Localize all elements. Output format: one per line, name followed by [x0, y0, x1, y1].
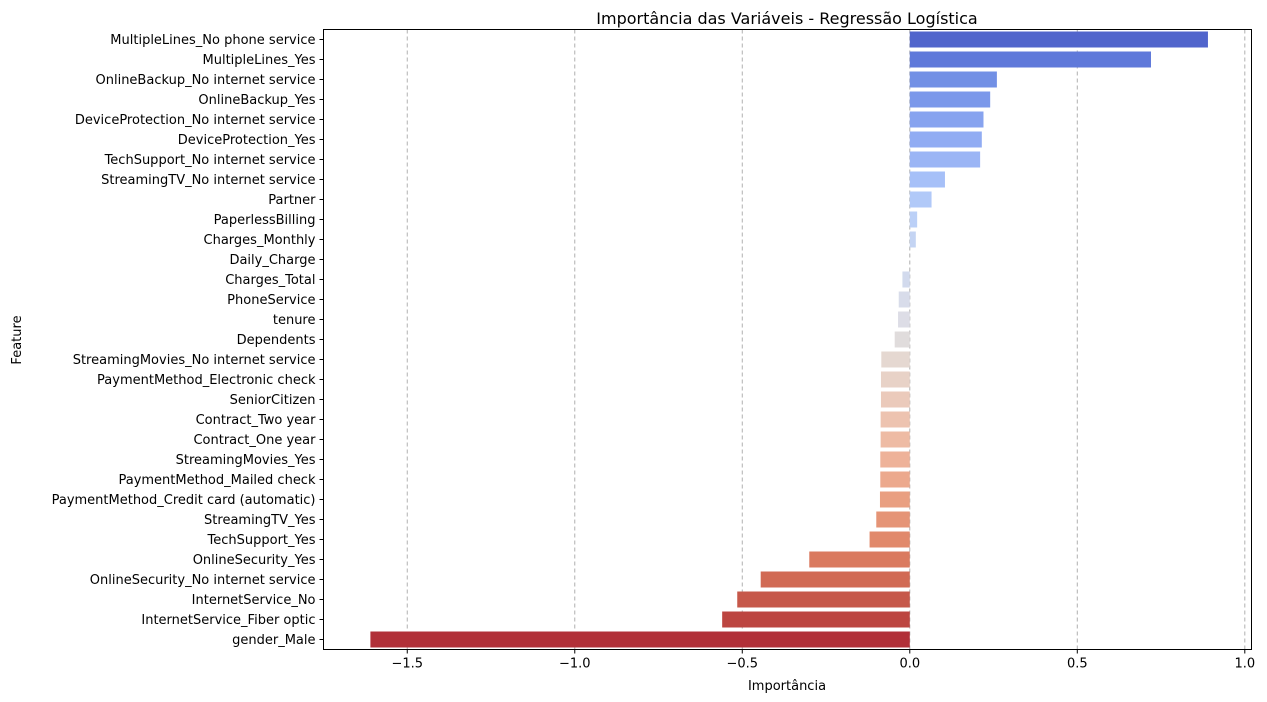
x-tick-label: −0.5: [726, 657, 758, 672]
bar: [737, 591, 910, 608]
y-tick-label: DeviceProtection_Yes: [178, 133, 316, 148]
bar: [880, 451, 910, 468]
y-tick-label: PaperlessBilling: [214, 213, 316, 228]
y-ticks: MultipleLines_No phone service MultipleLi…: [52, 33, 324, 648]
bar: [760, 571, 910, 588]
bar: [869, 531, 910, 548]
y-tick-label: Daily_Charge: [229, 253, 315, 268]
bar: [909, 91, 991, 108]
y-tick-label: InternetService_No: [192, 593, 316, 608]
y-tick-label: StreamingTV_Yes: [204, 513, 316, 528]
bar: [909, 31, 1208, 48]
bar: [722, 611, 910, 628]
bar: [880, 431, 910, 448]
y-tick-label: MultipleLines_No phone service: [110, 33, 315, 48]
x-tick-label: 0.5: [1067, 657, 1088, 672]
bar: [894, 331, 910, 348]
y-tick-label: OnlineBackup_Yes: [198, 93, 315, 108]
x-tick-label: 1.0: [1234, 657, 1255, 672]
x-axis-label: Importância: [748, 679, 826, 694]
y-tick-label: PaymentMethod_Electronic check: [97, 373, 316, 388]
y-tick-label: StreamingMovies_No internet service: [73, 353, 316, 368]
grid-lines: [406, 29, 1246, 650]
bar: [370, 631, 910, 648]
bars: [370, 31, 1208, 648]
bar: [909, 111, 984, 128]
y-tick-label: PhoneService: [227, 293, 315, 308]
y-tick-label: Charges_Monthly: [204, 233, 316, 248]
bar: [909, 71, 997, 88]
y-tick-label: Contract_Two year: [196, 413, 317, 428]
bar: [880, 471, 910, 488]
bar: [909, 51, 1151, 68]
bar: [909, 231, 916, 248]
bar: [879, 491, 910, 508]
y-tick-label: DeviceProtection_No internet service: [75, 113, 316, 128]
bar: [909, 171, 945, 188]
bar: [909, 191, 932, 208]
y-tick-label: OnlineSecurity_Yes: [193, 553, 316, 568]
y-tick-label: PaymentMethod_Mailed check: [118, 473, 315, 488]
plot-frame: [323, 29, 1252, 650]
x-tick-label: 0.0: [899, 657, 920, 672]
bar: [909, 211, 918, 228]
x-tick-label: −1.5: [391, 657, 423, 672]
y-tick-label: TechSupport_No internet service: [104, 153, 316, 168]
bar: [880, 411, 910, 428]
x-tick-label: −1.0: [559, 657, 591, 672]
bar: [909, 131, 982, 148]
y-tick-label: MultipleLines_Yes: [203, 53, 316, 68]
y-tick-label: TechSupport_Yes: [207, 533, 316, 548]
chart-title: Importância das Variáveis - Regressão Lo…: [596, 9, 977, 28]
bar: [881, 351, 910, 368]
y-tick-label: OnlineBackup_No internet service: [96, 73, 316, 88]
y-tick-label: tenure: [273, 313, 316, 328]
y-tick-label: StreamingMovies_Yes: [176, 453, 316, 468]
y-axis-label: Feature: [10, 315, 25, 364]
x-ticks: −1.5 −1.0 −0.5 0.0 0.5 1.0: [391, 649, 1255, 672]
y-tick-label: Dependents: [237, 333, 316, 348]
y-tick-label: InternetService_Fiber optic: [141, 613, 315, 628]
y-tick-label: OnlineSecurity_No internet service: [90, 573, 316, 588]
y-tick-label: SeniorCitizen: [230, 393, 316, 408]
bar: [880, 391, 910, 408]
bar: [898, 311, 910, 328]
bar: [902, 271, 910, 288]
y-tick-label: Contract_One year: [193, 433, 316, 448]
y-tick-label: gender_Male: [232, 633, 315, 648]
bar: [876, 511, 910, 528]
bar: [909, 151, 981, 168]
y-tick-label: PaymentMethod_Credit card (automatic): [52, 493, 316, 508]
y-tick-label: StreamingTV_No internet service: [101, 173, 315, 188]
bar: [880, 371, 910, 388]
bar: [809, 551, 910, 568]
bar: [898, 291, 910, 308]
y-tick-label: Partner: [268, 193, 316, 208]
y-tick-label: Charges_Total: [225, 273, 315, 288]
